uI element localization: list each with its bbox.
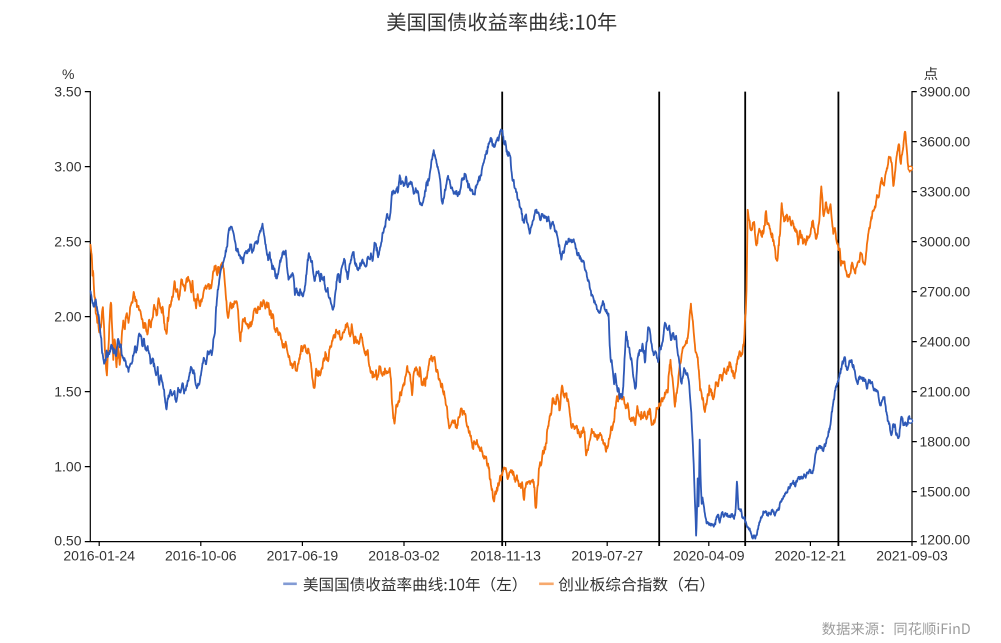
svg-text:1200.00: 1200.00 [920, 532, 971, 548]
svg-text:3000.00: 3000.00 [920, 234, 971, 250]
svg-text:1.50: 1.50 [54, 384, 81, 400]
svg-text:2017-06-19: 2017-06-19 [267, 547, 339, 563]
svg-text:3600.00: 3600.00 [920, 134, 971, 150]
svg-text:2016-10-06: 2016-10-06 [165, 547, 237, 563]
svg-text:2.50: 2.50 [54, 234, 81, 250]
svg-text:3300.00: 3300.00 [920, 184, 971, 200]
svg-text:2020-12-21: 2020-12-21 [775, 547, 847, 563]
svg-text:0.50: 0.50 [54, 532, 81, 548]
svg-text:2400.00: 2400.00 [920, 334, 971, 350]
svg-text:2020-04-09: 2020-04-09 [673, 547, 745, 563]
svg-text:2018-11-13: 2018-11-13 [470, 547, 541, 563]
svg-text:2018-03-02: 2018-03-02 [368, 547, 440, 563]
svg-text:3.00: 3.00 [54, 159, 81, 175]
svg-text:1.00: 1.00 [54, 459, 81, 475]
svg-text:%: % [62, 66, 74, 82]
svg-text:1800.00: 1800.00 [920, 434, 971, 450]
svg-text:2100.00: 2100.00 [920, 384, 971, 400]
svg-text:2016-01-24: 2016-01-24 [63, 547, 135, 563]
svg-text:3.50: 3.50 [54, 84, 81, 100]
svg-text:3900.00: 3900.00 [920, 84, 971, 100]
svg-text:1500.00: 1500.00 [920, 484, 971, 500]
svg-text:2700.00: 2700.00 [920, 284, 971, 300]
svg-text:2.00: 2.00 [54, 309, 81, 325]
svg-text:2021-09-03: 2021-09-03 [876, 547, 948, 563]
svg-text:2019-07-27: 2019-07-27 [571, 547, 643, 563]
